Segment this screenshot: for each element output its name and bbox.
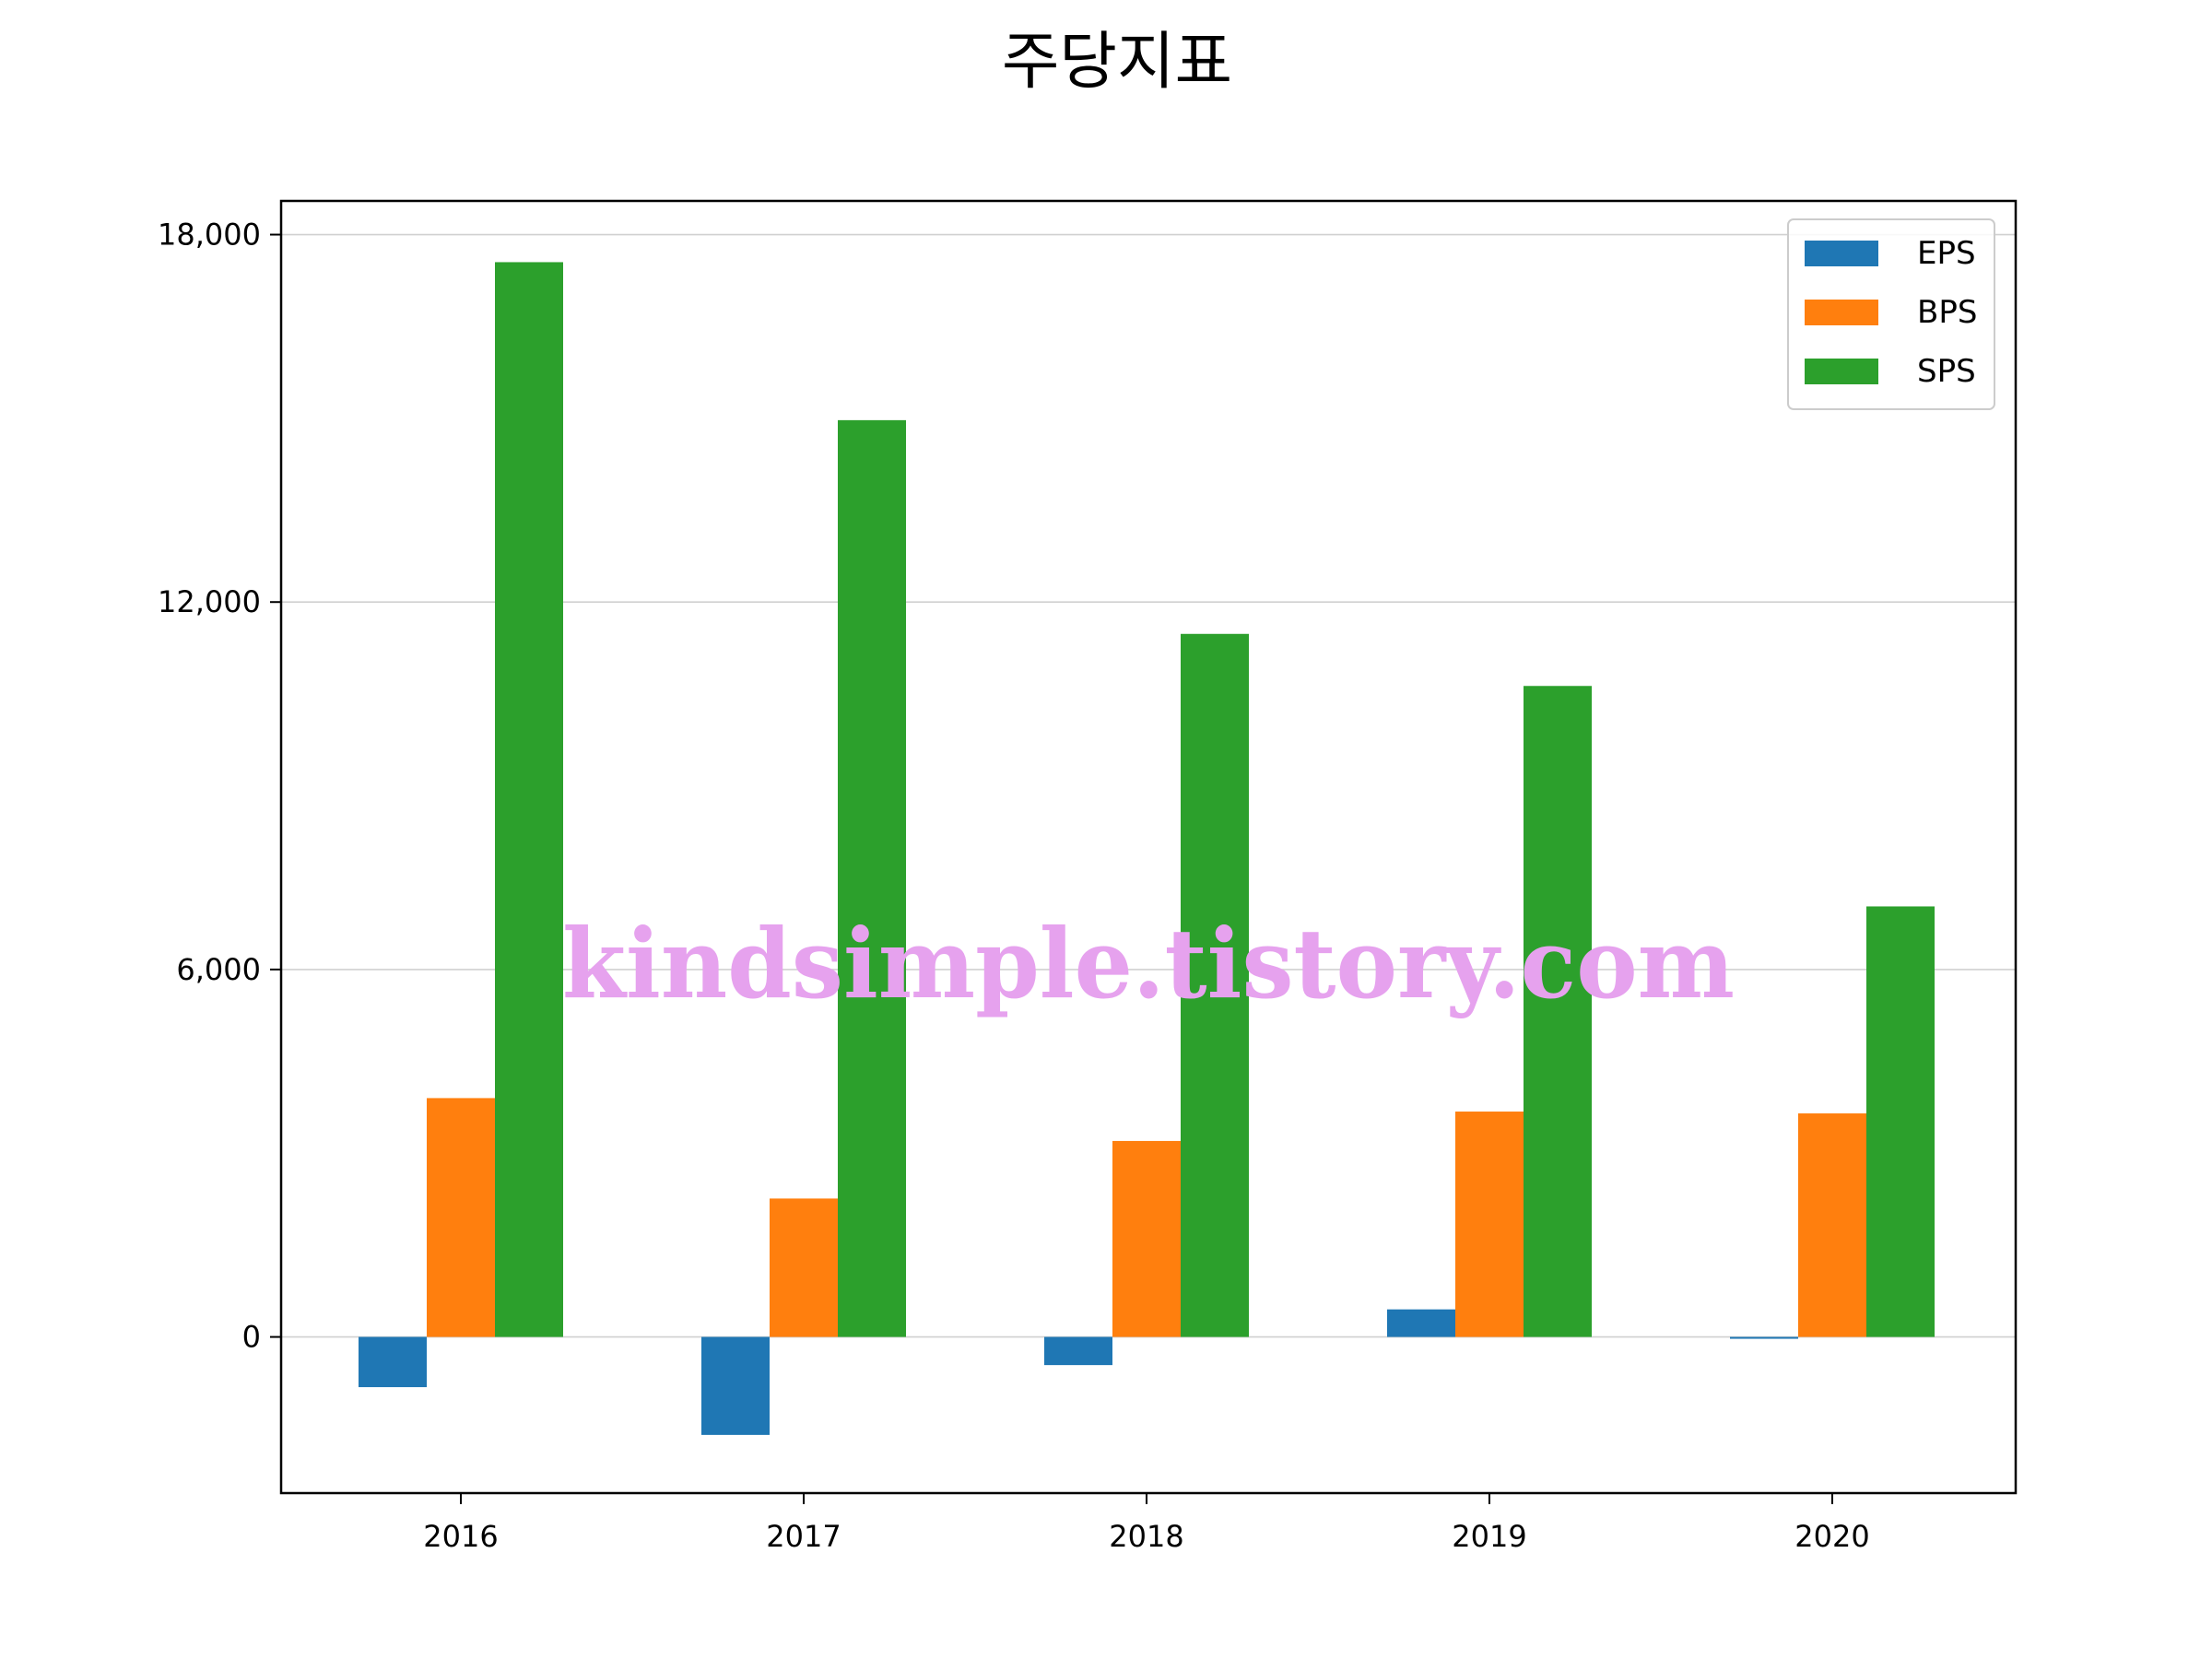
- legend-label-eps: EPS: [1917, 235, 1976, 272]
- y-tick-label: 12,000: [158, 584, 261, 619]
- legend-label-sps: SPS: [1917, 353, 1976, 390]
- x-tick-label: 2020: [1794, 1519, 1869, 1554]
- bar-sps-2020: [1866, 906, 1935, 1337]
- bar-eps-2018: [1044, 1336, 1112, 1366]
- bar-sps-2019: [1524, 686, 1592, 1337]
- x-tick-label: 2018: [1109, 1519, 1183, 1554]
- x-tick-label: 2019: [1452, 1519, 1526, 1554]
- bars: [359, 262, 1935, 1435]
- legend-swatch-bps: [1805, 300, 1878, 325]
- x-axis: 2016 2017 2018 2019 2020: [423, 1493, 1870, 1554]
- plot-frame: [279, 199, 2018, 1495]
- bar-bps-2018: [1112, 1140, 1181, 1337]
- x-tick-label: 2016: [423, 1519, 498, 1554]
- y-axis: 0 6,000 12,000 18,000: [158, 218, 281, 1355]
- y-tick-label: 6,000: [176, 952, 261, 987]
- bar-sps-2017: [838, 419, 906, 1337]
- chart-title: 주당지표: [1002, 26, 1232, 99]
- bar-eps-2017: [701, 1336, 770, 1435]
- bar-eps-2016: [359, 1336, 427, 1388]
- legend-swatch-sps: [1805, 359, 1878, 384]
- y-tick-label: 18,000: [158, 218, 261, 253]
- legend-swatch-eps: [1805, 241, 1878, 266]
- y-tick-label: 0: [242, 1320, 261, 1355]
- bar-bps-2020: [1798, 1113, 1866, 1337]
- legend: EPS BPS SPS: [1787, 218, 1995, 410]
- bar-sps-2018: [1181, 633, 1249, 1337]
- bar-bps-2016: [427, 1098, 495, 1337]
- bar-eps-2020: [1730, 1336, 1798, 1339]
- x-tick-label: 2017: [766, 1519, 841, 1554]
- legend-label-bps: BPS: [1917, 294, 1977, 331]
- bar-bps-2019: [1455, 1112, 1524, 1337]
- watermark: kindsimple.tistory.com: [562, 907, 1735, 1020]
- bar-bps-2017: [770, 1198, 838, 1337]
- bar-eps-2019: [1387, 1309, 1455, 1337]
- bar-sps-2016: [495, 262, 563, 1337]
